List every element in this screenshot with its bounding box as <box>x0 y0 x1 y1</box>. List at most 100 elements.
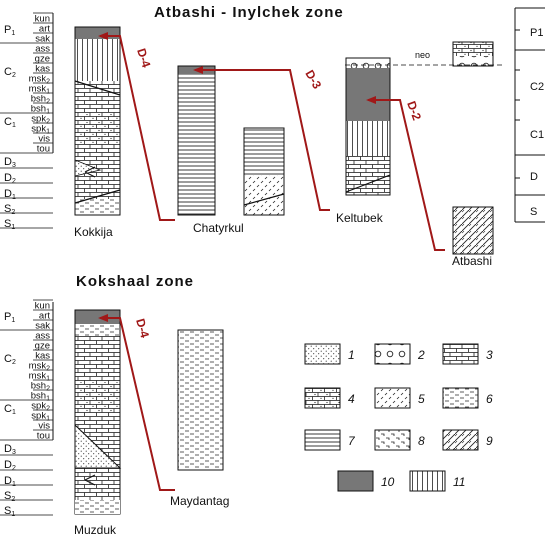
maydantag-column <box>177 329 224 471</box>
strat-unit-label: bsh1 <box>31 391 50 403</box>
strat-unit-label: bsh1 <box>31 104 50 116</box>
bottom-strat-scale: kunartsakassgzekasmsk2msk1bsh2bsh1spk2sp… <box>0 299 54 518</box>
age-label: C2 <box>4 66 16 79</box>
section-label-keltubek: Keltubek <box>336 211 384 225</box>
age-label: C1 <box>4 116 16 129</box>
strat-unit-label: msk1 <box>29 371 50 383</box>
right-age-label: C1 <box>530 129 544 141</box>
legend-number: 1 <box>348 348 355 362</box>
strat-unit-label: vis <box>38 134 50 145</box>
neo-label: neo <box>415 50 430 60</box>
strat-unit-label: gze <box>35 341 50 352</box>
legend-item: 1 <box>304 343 355 365</box>
legend-item: 9 <box>442 429 493 451</box>
age-label: D2 <box>4 459 16 472</box>
section-label-atbashi: Atbashi <box>452 254 492 268</box>
strat-unit-label: spk2 <box>31 401 50 413</box>
muzduk-column <box>74 309 122 515</box>
strat-unit-label: ass <box>35 44 50 55</box>
age-label: S1 <box>4 218 15 231</box>
fault-label: D-4 <box>133 317 152 340</box>
age-label: C2 <box>4 353 16 366</box>
strat-unit-label: kun <box>35 301 50 312</box>
right-age-scale: P1 C2 C1 D S <box>514 7 545 223</box>
age-label: D1 <box>4 188 16 201</box>
right-age-label: C2 <box>530 81 544 93</box>
strat-unit-label: ass <box>35 331 50 342</box>
fault-d4-bottom: D-4 <box>98 314 175 491</box>
strat-unit-label: gze <box>35 54 50 65</box>
age-label: P1 <box>4 311 15 324</box>
right-age-label: S <box>530 206 537 218</box>
legend-item: 4 <box>304 387 355 409</box>
strat-unit-label: spk1 <box>31 124 50 136</box>
fault-d4-top: D-4 <box>98 32 175 221</box>
strat-unit-label: sak <box>35 321 50 332</box>
legend-number: 6 <box>486 392 493 406</box>
legend-number: 3 <box>486 348 493 362</box>
legend-number: 10 <box>381 475 395 489</box>
strat-unit-label: kas <box>35 64 50 75</box>
strat-unit-label: msk1 <box>29 84 50 96</box>
strat-unit-label: kas <box>35 351 50 362</box>
legend-item: 7 <box>304 429 356 451</box>
legend-number: 4 <box>348 392 355 406</box>
legend-item: 5 <box>374 387 425 409</box>
age-label: C1 <box>4 403 16 416</box>
strat-unit-label: art <box>39 24 50 35</box>
atbashi-column-bottom <box>452 206 494 255</box>
strat-unit-label: spk1 <box>31 411 50 423</box>
section-label-chatyrkul: Chatyrkul <box>193 221 244 235</box>
legend-item: 8 <box>374 429 425 451</box>
strat-unit-label: sak <box>35 34 50 45</box>
age-label: S2 <box>4 203 15 216</box>
legend: 1 2 3 4 5 6 7 8 <box>304 343 493 492</box>
chatyrkul-column-b <box>243 127 285 216</box>
age-label: S2 <box>4 490 15 503</box>
strat-unit-label: tou <box>37 431 50 442</box>
legend-number: 7 <box>348 434 356 448</box>
legend-item: 6 <box>442 387 493 409</box>
section-label-kokkija: Kokkija <box>74 225 113 239</box>
section-label-muzduk: Muzduk <box>74 523 117 537</box>
top-zone-title: Atbashi - Inylchek zone <box>154 4 344 21</box>
fault-label: D-3 <box>302 68 324 92</box>
kokkija-column <box>74 26 121 216</box>
keltubek-column <box>345 57 391 196</box>
chatyrkul-column-a <box>177 65 216 216</box>
right-age-label: D <box>530 171 538 183</box>
legend-number: 8 <box>418 434 425 448</box>
strat-unit-label: spk2 <box>31 114 50 126</box>
age-label: S1 <box>4 505 15 518</box>
strat-unit-label: art <box>39 311 50 322</box>
atbashi-column-top <box>452 41 494 67</box>
legend-item: 3 <box>442 343 493 365</box>
bottom-zone-title: Kokshaal zone <box>76 273 194 290</box>
strat-unit-label: vis <box>38 421 50 432</box>
strat-unit-label: bsh2 <box>31 94 50 106</box>
age-label: D1 <box>4 475 16 488</box>
age-label: P1 <box>4 24 15 37</box>
age-label: D2 <box>4 172 16 185</box>
legend-number: 2 <box>417 348 425 362</box>
age-label: D3 <box>4 443 16 456</box>
strat-unit-label: kun <box>35 14 50 25</box>
legend-number: 5 <box>418 392 425 406</box>
legend-number: 11 <box>453 475 465 489</box>
strat-unit-label: bsh2 <box>31 381 50 393</box>
fault-label: D-2 <box>404 99 424 122</box>
fault-label: D-4 <box>134 47 153 70</box>
strat-unit-label: tou <box>37 144 50 155</box>
strat-unit-label: msk2 <box>29 361 50 373</box>
legend-item: 2 <box>374 343 425 365</box>
top-strat-scale: kunartsakassgzekasmsk2msk1bsh2bsh1spk2sp… <box>0 12 54 231</box>
fault-d2: D-2 <box>366 96 445 251</box>
legend-item: 11 <box>409 470 465 492</box>
right-age-label: P1 <box>530 27 543 39</box>
section-label-maydantag: Maydantag <box>170 494 229 508</box>
legend-number: 9 <box>486 434 493 448</box>
strat-unit-label: msk2 <box>29 74 50 86</box>
age-label: D3 <box>4 156 16 169</box>
legend-item: 10 <box>337 470 395 492</box>
